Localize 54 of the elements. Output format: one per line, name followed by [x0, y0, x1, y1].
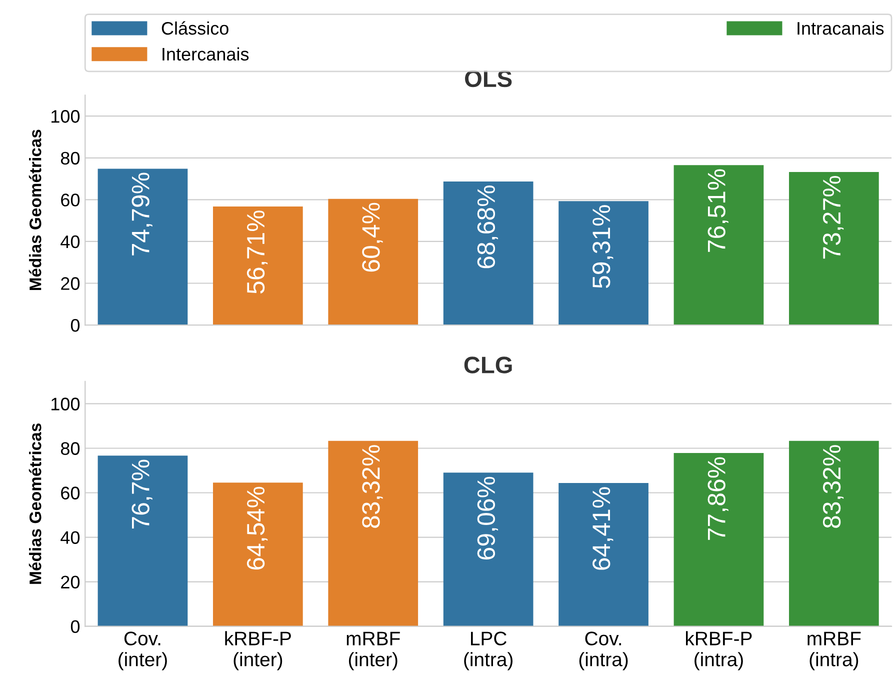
bar [558, 482, 648, 626]
y-tick-label: 100 [52, 398, 80, 410]
y-tick-label: 0 [70, 318, 80, 332]
y-tick-label: 40 [60, 235, 80, 248]
chart-title: OLS [465, 70, 512, 88]
data-label: 83,32% [362, 445, 383, 528]
data-label: 64,41% [592, 487, 614, 570]
x-tick-label: kRBF-P (inter) [225, 631, 291, 670]
y-tick-label: 20 [61, 576, 80, 588]
legend-label: Intracanais [798, 21, 884, 35]
bar [443, 472, 534, 626]
y-tick-label: 20 [61, 277, 80, 290]
bar [558, 201, 648, 326]
bar [443, 182, 534, 326]
bar [328, 440, 418, 626]
y-tick-label: 60 [61, 194, 80, 206]
data-label: 68,68% [477, 186, 498, 268]
legend-label: Clássico [162, 21, 228, 35]
bar [212, 482, 303, 626]
data-label: 64,54% [246, 486, 268, 570]
chart-title: CLG [464, 356, 512, 374]
x-tick-label: Cov. (inter) [118, 632, 167, 670]
y-tick-label: 40 [60, 531, 80, 544]
data-label: 83,32% [822, 445, 844, 528]
y-tick-label: 100 [52, 110, 80, 123]
legend-label: Intercanais [162, 47, 249, 61]
x-tick-label: mRBF (inter) [346, 632, 400, 670]
bar [212, 206, 303, 326]
bar [788, 172, 879, 326]
x-tick-label: LPC (intra) [464, 632, 513, 670]
bar [98, 168, 188, 326]
bar [788, 440, 879, 626]
data-label: 77,86% [708, 457, 728, 540]
x-tick-label: kRBF-P (intra) [686, 631, 752, 670]
data-label: 74,79% [132, 172, 152, 256]
y-tick-label: 80 [60, 152, 80, 165]
data-label: 56,71% [246, 210, 268, 294]
data-label: 69,06% [477, 476, 498, 560]
bar [674, 453, 764, 626]
data-label: 60,4% [362, 202, 383, 272]
bar [328, 198, 418, 326]
bar [98, 456, 188, 626]
x-tick-label: mRBF (intra) [808, 632, 861, 670]
data-label: 76,51% [708, 169, 728, 252]
bar [674, 165, 764, 326]
data-label: 73,27% [822, 176, 844, 259]
data-label: 76,7% [132, 460, 152, 529]
y-axis-title: Médias Geométricas [28, 424, 42, 584]
y-axis-title: Médias Geométricas [28, 130, 42, 290]
y-tick-label: 60 [61, 486, 80, 500]
data-label: 59,31% [592, 205, 614, 288]
y-tick-label: 80 [60, 442, 80, 455]
y-tick-label: 0 [70, 620, 80, 633]
x-tick-label: Cov. (intra) [579, 632, 628, 670]
